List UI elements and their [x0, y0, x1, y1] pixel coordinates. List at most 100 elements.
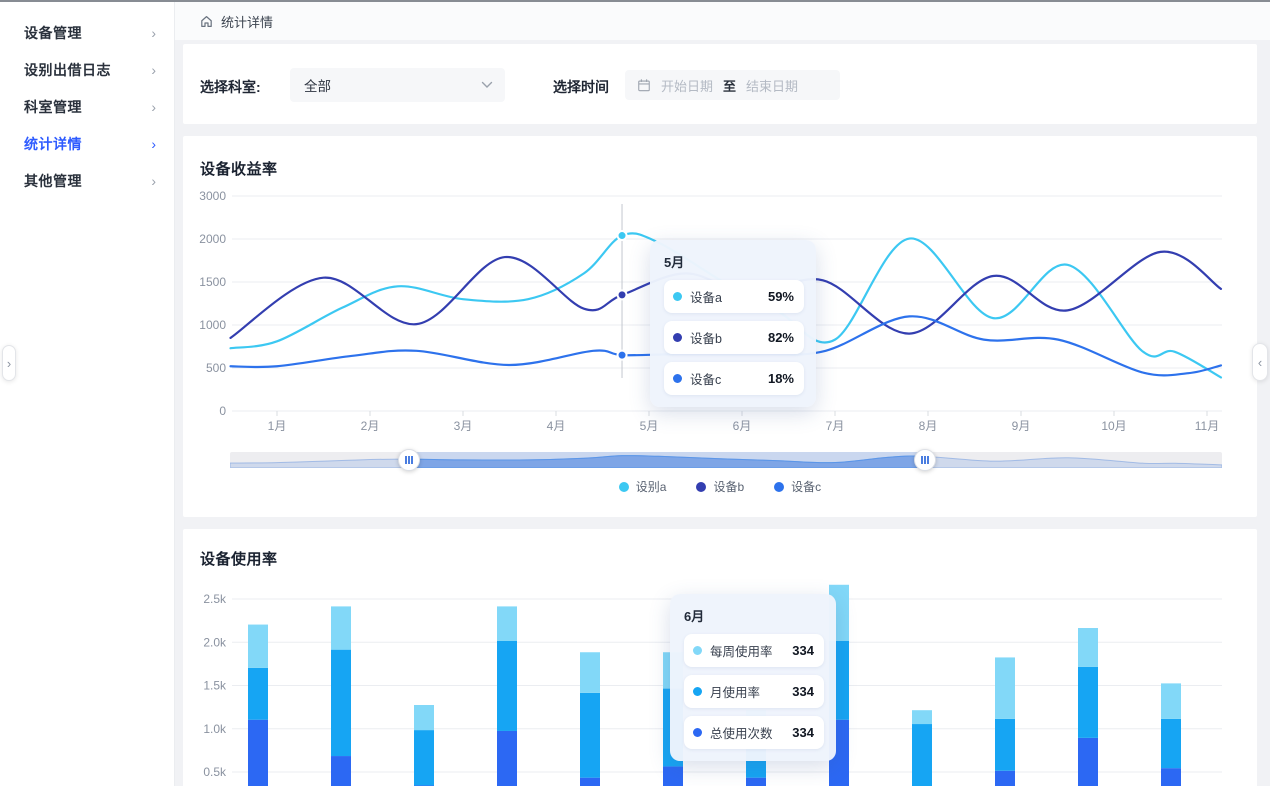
tooltip-row: 设备b 82%: [664, 321, 804, 354]
breadcrumb[interactable]: 统计详情: [221, 14, 274, 30]
svg-text:6月: 6月: [733, 419, 752, 433]
sidebar: 设备管理 › 设别出借日志 › 科室管理 › 统计详情 › 其他管理 ›: [0, 2, 175, 786]
date-range-picker[interactable]: 开始日期 至 结束日期: [625, 70, 840, 100]
sidebar-item-3[interactable]: 科室管理 ›: [0, 88, 174, 125]
sidebar-menu: 设备管理 › 设别出借日志 › 科室管理 › 统计详情 › 其他管理 ›: [0, 14, 174, 199]
legend-label: 设别a: [635, 480, 667, 494]
tooltip-row: 总使用次数 334: [684, 716, 824, 749]
usage-chart-card: 设备使用率 2.5k 2.0k 1.5k 1.0k 0.5k 6月 每周使用率 334 月使…: [183, 529, 1257, 786]
legend-label: 设备c: [791, 480, 822, 494]
bar-segment: [995, 718, 1015, 771]
revenue-chart-card: 设备收益率 3000 2000 1500 1000 500 0 1月 2月 3月 4月 5月 6月 7月…: [183, 136, 1257, 517]
svg-text:2.0k: 2.0k: [203, 635, 227, 649]
revenue-chart-title: 设备收益率: [200, 161, 278, 178]
bar-segment: [746, 777, 766, 786]
legend-label: 设备b: [713, 480, 745, 494]
bar-segment: [1078, 737, 1098, 786]
bar-segment: [912, 724, 932, 786]
legend-item-3[interactable]: 设备c: [774, 478, 821, 495]
tooltip-row: 月使用率 334: [684, 675, 824, 708]
series-dot-icon: [693, 728, 702, 737]
tooltip-row: 每周使用率 334: [684, 634, 824, 667]
revenue-chart-legend: 设别a 设备b 设备c: [183, 478, 1257, 495]
legend-dot-icon: [774, 481, 785, 492]
svg-text:500: 500: [206, 361, 226, 375]
expand-left-panel-button[interactable]: ›: [2, 345, 16, 381]
usage-chart-canvas[interactable]: 2.5k 2.0k 1.5k 1.0k 0.5k: [183, 529, 1257, 786]
bar-segment: [331, 606, 351, 650]
bar-segment: [580, 692, 600, 778]
tooltip-series-label: 每周使用率: [710, 645, 773, 659]
series-dot-icon: [693, 646, 702, 655]
sidebar-item-2[interactable]: 设别出借日志 ›: [0, 51, 174, 88]
bar-segment: [1161, 683, 1181, 719]
svg-text:4月: 4月: [547, 419, 566, 433]
svg-text:2000: 2000: [199, 232, 226, 246]
bar-segment: [995, 657, 1015, 719]
bar-segment: [414, 730, 434, 786]
department-select[interactable]: 全部: [290, 68, 505, 102]
sidebar-item-label: 统计详情: [24, 135, 82, 152]
tooltip-series-label: 总使用次数: [710, 727, 773, 741]
tooltip-series-label: 月使用率: [710, 686, 761, 700]
datazoom-selected-range[interactable]: [409, 452, 925, 468]
series-dot-icon: [693, 687, 702, 696]
bar-segment: [580, 777, 600, 786]
revenue-chart-canvas[interactable]: 3000 2000 1500 1000 500 0 1月 2月 3月 4月 5月 6月 7月 8月 9月 10…: [183, 136, 1257, 444]
bar-segment: [497, 606, 517, 641]
legend-item-2[interactable]: 设备b: [696, 478, 744, 495]
department-label: 选择科室:: [200, 79, 261, 95]
bar-segment: [497, 641, 517, 731]
bar-segment: [912, 710, 932, 725]
date-range-separator: 至: [723, 78, 737, 94]
svg-text:0: 0: [219, 404, 226, 418]
legend-item-1[interactable]: 设别a: [618, 478, 667, 495]
bar-segment: [580, 652, 600, 693]
bar-segment: [1161, 768, 1181, 786]
datazoom-handle-left[interactable]: [398, 449, 420, 471]
datazoom-handle-right[interactable]: [914, 449, 936, 471]
bar-segment: [331, 756, 351, 786]
svg-text:1月: 1月: [268, 419, 287, 433]
calendar-icon: [637, 78, 651, 92]
chevron-right-icon: ›: [151, 61, 156, 78]
start-date-input[interactable]: 开始日期: [661, 78, 714, 94]
svg-text:2.5k: 2.5k: [203, 592, 227, 606]
chevron-right-icon: ›: [151, 135, 156, 152]
legend-dot-icon: [696, 481, 707, 492]
bar-segment: [663, 766, 683, 786]
sidebar-item-4[interactable]: 统计详情 ›: [0, 125, 174, 162]
datazoom-slider[interactable]: [230, 449, 1222, 471]
sidebar-item-1[interactable]: 设备管理 ›: [0, 14, 174, 51]
department-select-value: 全部: [304, 79, 331, 94]
svg-text:3000: 3000: [199, 189, 226, 203]
bar-segment: [248, 624, 268, 668]
svg-text:1.0k: 1.0k: [203, 722, 227, 736]
collapse-right-panel-button[interactable]: ‹: [1252, 343, 1268, 381]
tooltip-series-label: 设备a: [690, 291, 722, 305]
tooltip-series-value: 334: [792, 643, 814, 658]
tooltip-title: 5月: [664, 255, 685, 270]
series-dot-icon: [673, 333, 682, 342]
bar-segment: [1078, 628, 1098, 667]
tooltip-row: 设备a 59%: [664, 280, 804, 313]
end-date-input[interactable]: 结束日期: [746, 78, 799, 94]
chevron-right-icon: ›: [151, 24, 156, 41]
svg-text:1.5k: 1.5k: [203, 679, 227, 693]
tooltip-series-value: 334: [792, 684, 814, 699]
chevron-right-icon: ›: [151, 172, 156, 189]
window-top-edge: [0, 0, 1270, 2]
breadcrumb-bar: 统计详情: [175, 2, 1270, 40]
sidebar-item-5[interactable]: 其他管理 ›: [0, 162, 174, 199]
svg-text:7月: 7月: [826, 419, 845, 433]
svg-text:8月: 8月: [919, 419, 938, 433]
filter-card: 选择科室: 全部 选择时间 开始日期 至 结束日期: [183, 44, 1257, 124]
home-icon: [199, 14, 214, 29]
bar-segment: [248, 719, 268, 786]
time-label: 选择时间: [553, 79, 609, 95]
series-dot-icon: [673, 374, 682, 383]
tooltip-series-label: 设备b: [690, 332, 722, 346]
sidebar-item-label: 其他管理: [24, 172, 82, 189]
usage-chart-title: 设备使用率: [200, 551, 278, 568]
bar-segment: [497, 730, 517, 786]
